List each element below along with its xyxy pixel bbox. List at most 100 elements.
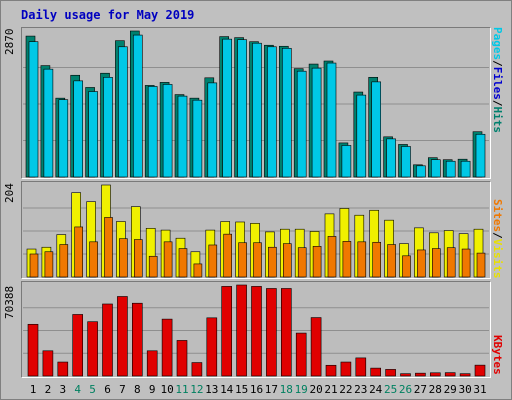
sites-bar [446, 247, 456, 278]
sites-bar [342, 241, 352, 278]
pages-bar [133, 34, 143, 178]
x-tick-label: 12 [190, 383, 203, 396]
x-tick-label: 14 [220, 383, 234, 396]
chart-title: Daily usage for May 2019 [21, 8, 195, 22]
x-tick-label: 21 [324, 383, 337, 396]
x-tick-label: 29 [444, 383, 457, 396]
x-tick-label: 10 [160, 383, 173, 396]
kbytes-bar [266, 288, 277, 377]
kbytes-bar [27, 323, 39, 377]
x-tick-label: 22 [339, 383, 352, 396]
sites-bar [431, 248, 441, 278]
pages-bar [58, 99, 69, 178]
pages-bar [73, 80, 83, 178]
x-tick-label: 17 [265, 383, 278, 396]
x-tick-label: 7 [119, 383, 126, 396]
sites-bar [59, 244, 69, 278]
sites-bar [134, 239, 143, 278]
kbytes-bar [429, 372, 441, 377]
pages-bar [118, 46, 128, 178]
kbytes-bar [340, 361, 352, 377]
sites-bar [44, 251, 54, 278]
pages-bar [445, 160, 456, 178]
x-tick-label: 31 [473, 383, 486, 396]
x-tick-label: 11 [175, 383, 188, 396]
pages-bar [88, 91, 98, 178]
pages-bar [460, 160, 471, 178]
sites-bar [104, 217, 113, 278]
kbytes-bar [444, 372, 456, 377]
sites-bar [476, 252, 486, 278]
pages-bar [386, 138, 396, 178]
kbytes-bar [161, 318, 173, 377]
kbytes-bar [370, 367, 382, 377]
kbytes-bar [474, 364, 486, 377]
pages-bar [281, 47, 292, 178]
x-tick-label: 3 [59, 383, 66, 396]
sites-bar [268, 246, 277, 278]
sites-bar [461, 248, 471, 278]
sites-bar [282, 243, 292, 278]
sites-bar [357, 241, 367, 278]
pages-bar [326, 62, 337, 178]
kbytes-bar [280, 288, 292, 377]
x-tick-label: 30 [458, 383, 471, 396]
kbytes-bar [176, 340, 188, 377]
sites-bar [402, 255, 411, 278]
sites-bar [223, 233, 232, 278]
pages-bar [177, 95, 188, 178]
kbytes-bar [355, 357, 367, 377]
sites-bar [312, 246, 322, 278]
kbytes-bar [415, 372, 426, 377]
sites-bar [208, 244, 218, 278]
sites-bar [327, 236, 337, 278]
pages-bar [356, 94, 367, 178]
kbytes-bar [459, 373, 471, 377]
pages-bar [341, 145, 352, 178]
kbytes-bar [325, 364, 337, 377]
sites-bar [193, 263, 203, 278]
pages-bar [416, 165, 426, 178]
kbytes-bar [236, 284, 247, 377]
sites-bar [372, 241, 382, 278]
sites-bar [148, 255, 158, 278]
pages-bar [252, 42, 262, 178]
x-tick-label: 24 [369, 383, 383, 396]
sites-bar [163, 241, 173, 278]
sites-bar [387, 244, 396, 278]
sites-bar [417, 249, 426, 278]
sites-bar [119, 238, 128, 278]
pages-bar [311, 67, 322, 178]
x-tick-label: 2 [45, 383, 52, 396]
kbytes-bar [117, 296, 128, 377]
x-tick-label: 16 [250, 383, 263, 396]
x-tick-label: 15 [235, 383, 248, 396]
pages-bar [475, 133, 486, 178]
kbytes-bar [72, 314, 83, 377]
pages-bar [162, 84, 173, 178]
pages-bar [267, 46, 277, 178]
pages-bar [147, 86, 158, 178]
kbytes-bar [42, 350, 54, 377]
sites-bar [178, 248, 188, 278]
kbytes-bar [146, 350, 158, 377]
kbytes-bar [385, 369, 396, 377]
sites-bar [29, 253, 39, 278]
x-tick-label: 5 [89, 383, 96, 396]
x-tick-label: 23 [354, 383, 367, 396]
x-tick-label: 28 [429, 383, 442, 396]
pages-bar [430, 159, 441, 178]
pages-bar [222, 38, 232, 178]
pages-bar [296, 70, 307, 178]
x-tick-label: 27 [414, 383, 427, 396]
x-tick-label: 9 [149, 383, 156, 396]
pages-bar [371, 81, 382, 178]
pages-bar [43, 68, 54, 178]
kbytes-bar [57, 361, 69, 377]
x-tick-label: 4 [74, 383, 81, 396]
sites-bar [238, 242, 247, 278]
kbytes-bar [87, 321, 98, 377]
kbytes-bar [221, 286, 232, 377]
